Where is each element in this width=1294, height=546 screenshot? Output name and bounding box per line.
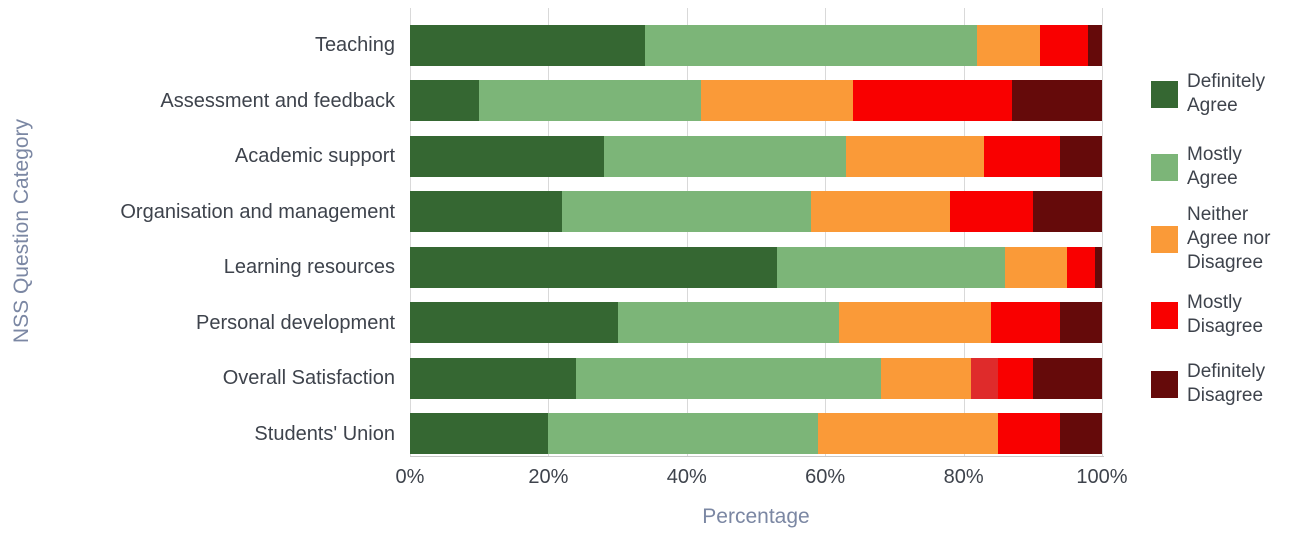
bar-segment-neither-agree-nor-disagree — [845, 135, 985, 177]
bar-segment-mostly-disagree — [970, 357, 999, 399]
legend-item-mostly-agree: Mostly Agree — [1151, 143, 1242, 191]
bar-segment-mostly-disagree — [998, 357, 1033, 399]
bar-row-organisation-and-management — [410, 191, 1102, 232]
bar-segment-neither-agree-nor-disagree — [818, 413, 999, 454]
bar-row-overall-satisfaction — [410, 357, 1102, 399]
bar-segment-mostly-disagree — [1039, 24, 1089, 66]
bar-segment-neither-agree-nor-disagree — [1005, 246, 1068, 288]
category-label-assessment-and-feedback: Assessment and feedback — [160, 89, 395, 112]
legend-swatch-definitely-disagree — [1151, 370, 1178, 398]
bar-segment-definitely-agree — [410, 357, 577, 399]
x-tick-label-60: 60% — [805, 466, 846, 488]
x-tick-label-100: 100% — [1076, 466, 1128, 488]
bar-segment-definitely-agree — [410, 246, 777, 288]
x-axis-line — [410, 456, 1104, 457]
gridline-80 — [963, 8, 965, 457]
bar-segment-definitely-agree — [410, 302, 618, 343]
legend-label-mostly-disagree: Mostly Disagree — [1187, 292, 1264, 337]
x-tick-label-0: 0% — [395, 466, 425, 488]
category-label-teaching: Teaching — [314, 34, 395, 56]
legend-label-definitely-agree: Definitely Agree — [1187, 71, 1266, 116]
bar-segment-definitely-disagree — [1088, 24, 1102, 66]
bar-segment-neither-agree-nor-disagree — [700, 80, 853, 121]
bar-segment-mostly-disagree — [984, 135, 1061, 177]
bar-segment-definitely-disagree — [1060, 302, 1102, 343]
bar-segment-neither-agree-nor-disagree — [880, 357, 971, 399]
category-label-organisation-and-management: Organisation and management — [120, 200, 395, 223]
bar-segment-definitely-agree — [410, 24, 646, 66]
legend-label-mostly-agree: Mostly Agree — [1187, 144, 1242, 189]
bar-segment-mostly-agree — [776, 246, 1006, 288]
legend-swatch-mostly-disagree — [1151, 301, 1178, 329]
bar-segment-mostly-disagree — [1067, 246, 1096, 288]
legend-item-mostly-disagree: Mostly Disagree — [1151, 291, 1263, 339]
category-label-academic-support: Academic support — [234, 145, 395, 167]
bar-segment-definitely-disagree — [1060, 135, 1102, 177]
legend-swatch-definitely-agree — [1151, 80, 1178, 108]
bar-segment-definitely-disagree — [1032, 191, 1102, 232]
category-label-overall-satisfaction: Overall Satisfaction — [222, 367, 395, 389]
bar-segment-neither-agree-nor-disagree — [811, 191, 950, 232]
bar-segment-neither-agree-nor-disagree — [977, 24, 1040, 66]
legend-swatch-mostly-agree — [1151, 153, 1178, 181]
bar-segment-definitely-disagree — [1032, 357, 1102, 399]
bar-segment-mostly-disagree — [949, 191, 1033, 232]
legend-item-definitely-agree: Definitely Agree — [1151, 70, 1265, 118]
bar-segment-definitely-disagree — [1060, 413, 1102, 454]
bar-row-learning-resources — [410, 246, 1102, 288]
x-axis-title: Percentage — [702, 505, 810, 528]
bar-segment-mostly-disagree — [998, 413, 1061, 454]
bar-row-students-union — [410, 413, 1102, 454]
bar-segment-definitely-agree — [410, 135, 604, 177]
bar-segment-definitely-agree — [410, 191, 563, 232]
bar-row-teaching — [410, 24, 1102, 66]
bar-segment-mostly-agree — [576, 357, 881, 399]
gridline-100 — [1102, 8, 1103, 457]
gridline-60 — [825, 8, 827, 457]
x-tick-label-40: 40% — [666, 466, 707, 488]
x-tick-label-80: 80% — [943, 466, 984, 488]
gridline-20 — [548, 8, 550, 457]
y-axis-title: NSS Question Category — [10, 118, 33, 344]
bar-row-academic-support — [410, 135, 1102, 177]
gridline-40 — [686, 8, 688, 457]
legend-item-definitely-disagree: Definitely Disagree — [1151, 360, 1265, 408]
bar-segment-neither-agree-nor-disagree — [839, 302, 992, 343]
bar-row-assessment-and-feedback — [410, 80, 1102, 121]
category-label-learning-resources: Learning resources — [223, 256, 395, 278]
legend-label-neither-agree-nor-disagree: Neither Agree nor Disagree — [1187, 204, 1271, 273]
bar-segment-mostly-disagree — [991, 302, 1061, 343]
legend-item-neither-agree-nor-disagree: Neither Agree nor Disagree — [1151, 203, 1270, 275]
bar-segment-definitely-agree — [410, 80, 480, 121]
gridline-0 — [410, 8, 411, 457]
bar-segment-mostly-agree — [617, 302, 840, 343]
bar-segment-mostly-agree — [645, 24, 978, 66]
bar-row-personal-development — [410, 302, 1102, 343]
bar-segment-definitely-agree — [410, 413, 549, 454]
legend-swatch-neither-agree-nor-disagree — [1151, 225, 1178, 253]
legend-label-definitely-disagree: Definitely Disagree — [1187, 361, 1266, 406]
bar-segment-mostly-agree — [603, 135, 846, 177]
x-tick-label-20: 20% — [528, 466, 569, 488]
bar-segment-mostly-agree — [479, 80, 701, 121]
category-label-students-union: Students' Union — [254, 422, 395, 445]
bar-segment-mostly-disagree — [852, 80, 1013, 121]
category-label-personal-development: Personal development — [195, 311, 395, 334]
bar-segment-definitely-disagree — [1012, 80, 1102, 121]
bar-segment-mostly-agree — [562, 191, 812, 232]
bar-segment-definitely-disagree — [1095, 246, 1102, 288]
bar-segment-mostly-agree — [548, 413, 819, 454]
